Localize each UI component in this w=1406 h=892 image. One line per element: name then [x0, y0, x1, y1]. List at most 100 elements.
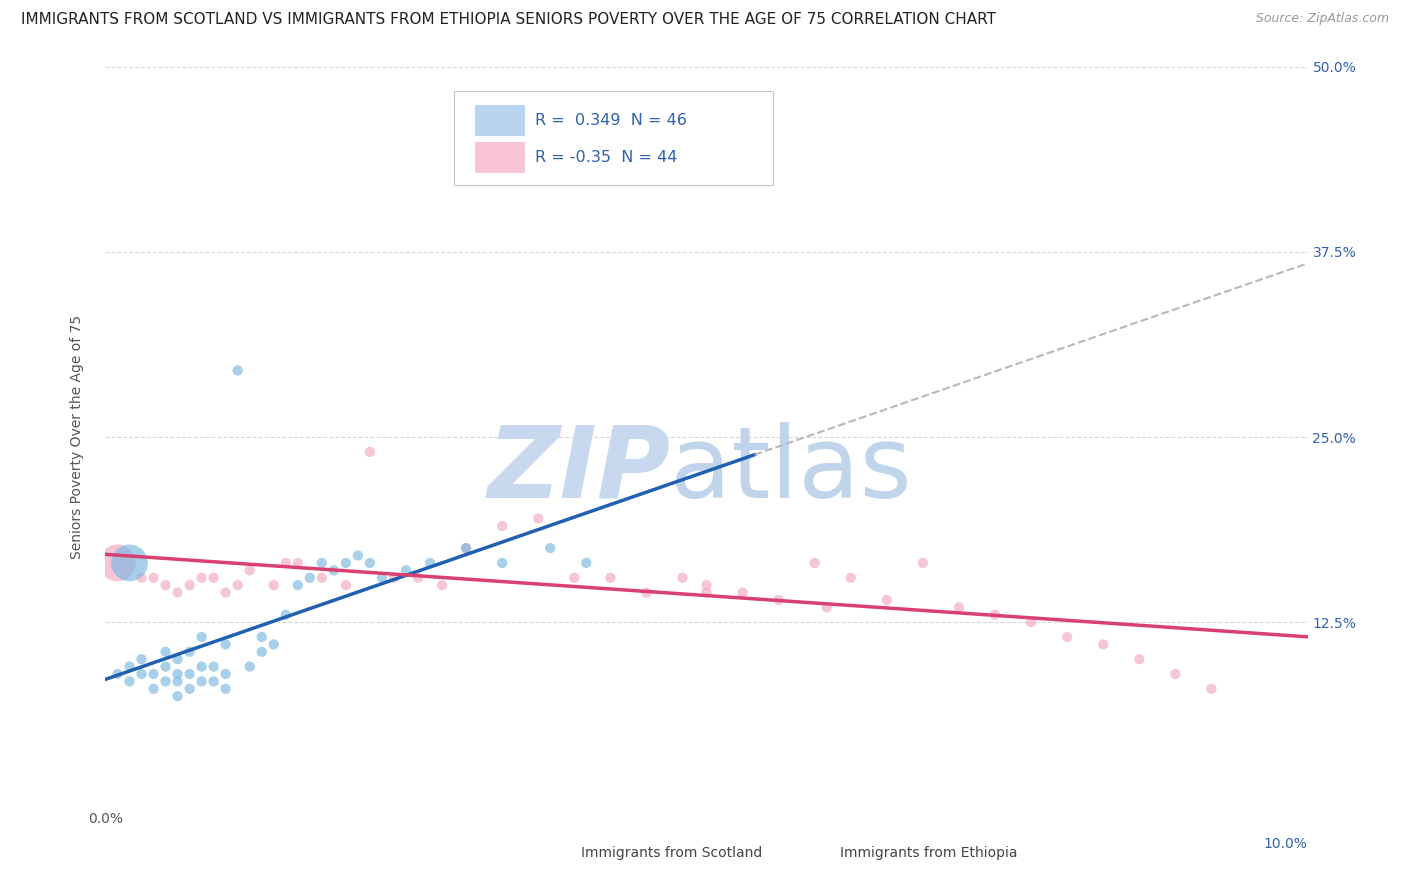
Point	[911, 556, 934, 570]
FancyBboxPatch shape	[797, 840, 831, 866]
Point	[166, 689, 188, 703]
Point	[1128, 652, 1150, 666]
Point	[803, 556, 825, 570]
Point	[671, 571, 693, 585]
Point	[359, 445, 381, 459]
Point	[371, 571, 394, 585]
Point	[190, 571, 212, 585]
Point	[179, 681, 201, 696]
Point	[322, 563, 344, 577]
Point	[239, 563, 262, 577]
Point	[179, 578, 201, 592]
Point	[395, 563, 418, 577]
Text: Immigrants from Ethiopia: Immigrants from Ethiopia	[839, 847, 1018, 860]
Point	[107, 556, 129, 570]
Point	[274, 607, 297, 622]
Point	[575, 556, 598, 570]
Text: R = -0.35  N = 44: R = -0.35 N = 44	[534, 150, 676, 165]
Point	[948, 600, 970, 615]
Point	[1201, 681, 1223, 696]
Point	[166, 652, 188, 666]
Text: IMMIGRANTS FROM SCOTLAND VS IMMIGRANTS FROM ETHIOPIA SENIORS POVERTY OVER THE AG: IMMIGRANTS FROM SCOTLAND VS IMMIGRANTS F…	[21, 12, 995, 27]
Point	[311, 556, 333, 570]
Point	[419, 556, 441, 570]
Point	[263, 637, 285, 651]
FancyBboxPatch shape	[538, 840, 572, 866]
Point	[636, 585, 658, 599]
Point	[142, 571, 165, 585]
Point	[984, 607, 1007, 622]
Point	[202, 674, 225, 689]
Point	[382, 571, 405, 585]
Point	[202, 571, 225, 585]
Point	[491, 556, 513, 570]
Point	[190, 659, 212, 673]
Point	[239, 659, 262, 673]
Point	[166, 674, 188, 689]
Point	[287, 578, 309, 592]
Point	[142, 681, 165, 696]
Point	[527, 511, 550, 525]
Point	[263, 578, 285, 592]
Text: atlas: atlas	[671, 422, 912, 519]
Point	[768, 593, 790, 607]
Point	[155, 578, 177, 592]
Point	[335, 556, 357, 570]
Point	[118, 674, 141, 689]
Point	[298, 571, 321, 585]
Point	[274, 556, 297, 570]
Text: Source: ZipAtlas.com: Source: ZipAtlas.com	[1256, 12, 1389, 25]
Point	[250, 630, 273, 644]
Point	[335, 578, 357, 592]
Point	[562, 571, 585, 585]
Point	[107, 667, 129, 681]
Point	[359, 556, 381, 570]
Point	[214, 681, 236, 696]
FancyBboxPatch shape	[454, 91, 773, 186]
Point	[131, 652, 153, 666]
Point	[876, 593, 898, 607]
Point	[214, 667, 236, 681]
Point	[118, 556, 141, 570]
Text: R =  0.349  N = 46: R = 0.349 N = 46	[534, 112, 686, 128]
Point	[347, 549, 370, 563]
Point	[226, 578, 249, 592]
Point	[406, 571, 429, 585]
Point	[190, 674, 212, 689]
Point	[155, 674, 177, 689]
Point	[214, 585, 236, 599]
Point	[155, 659, 177, 673]
Point	[131, 571, 153, 585]
Point	[456, 541, 478, 555]
Point	[166, 667, 188, 681]
Point	[190, 630, 212, 644]
Point	[311, 571, 333, 585]
Point	[287, 556, 309, 570]
Point	[430, 578, 453, 592]
Point	[166, 585, 188, 599]
FancyBboxPatch shape	[474, 104, 524, 136]
Point	[731, 585, 754, 599]
Point	[839, 571, 862, 585]
Point	[250, 645, 273, 659]
FancyBboxPatch shape	[474, 142, 524, 173]
Point	[142, 667, 165, 681]
Point	[179, 667, 201, 681]
Point	[226, 363, 249, 377]
Point	[1056, 630, 1078, 644]
Text: Immigrants from Scotland: Immigrants from Scotland	[582, 847, 762, 860]
Point	[599, 571, 621, 585]
Point	[491, 519, 513, 533]
Text: 10.0%: 10.0%	[1264, 837, 1308, 851]
Point	[456, 541, 478, 555]
Text: ZIP: ZIP	[488, 422, 671, 519]
Point	[1164, 667, 1187, 681]
Point	[538, 541, 561, 555]
Point	[696, 585, 718, 599]
Point	[214, 637, 236, 651]
Point	[155, 645, 177, 659]
Point	[118, 659, 141, 673]
Y-axis label: Seniors Poverty Over the Age of 75: Seniors Poverty Over the Age of 75	[70, 315, 84, 559]
Point	[1019, 615, 1042, 630]
Point	[1092, 637, 1115, 651]
